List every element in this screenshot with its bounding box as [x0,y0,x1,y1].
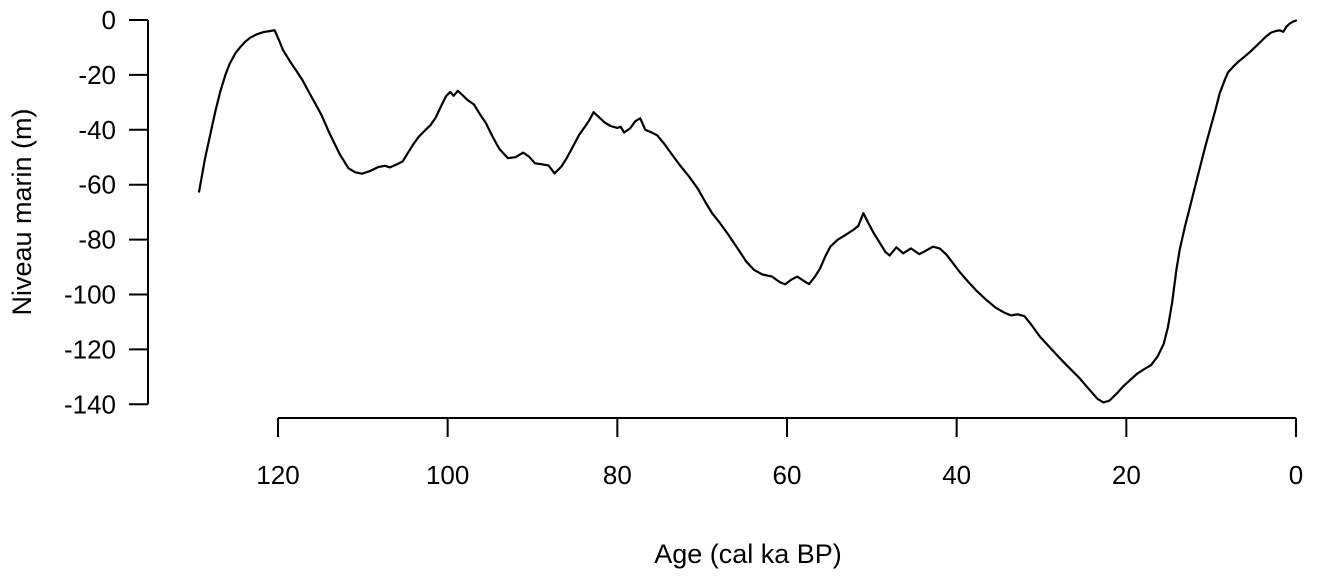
x-tick-label: 0 [1289,460,1303,490]
axes: 0 -20 -40 -60 -80 -100 -120 -140 120 100 80 60 40 20 0 [64,5,1303,490]
y-tick-label: -120 [64,334,116,364]
y-axis-title: Niveau marin (m) [7,108,37,315]
x-tick-label: 80 [603,460,632,490]
sea-level-curve [198,19,1298,404]
x-tick-label: 60 [773,460,802,490]
x-tick-label: 40 [942,460,971,490]
y-tick-label: 0 [102,5,116,35]
sea-level-curve [198,19,1298,404]
y-tick-label: -140 [64,389,116,419]
axis-labels: Age (cal ka BP) Niveau marin (m) [7,108,842,569]
x-tick-label: 100 [426,460,469,490]
x-tick-label: 20 [1112,460,1141,490]
y-tick-label: -20 [78,60,116,90]
y-tick-label: -60 [78,170,116,200]
x-axis-title: Age (cal ka BP) [654,539,842,569]
x-tick-label: 120 [256,460,299,490]
y-tick-label: -100 [64,279,116,309]
y-tick-label: -40 [78,115,116,145]
y-tick-label: -80 [78,225,116,255]
